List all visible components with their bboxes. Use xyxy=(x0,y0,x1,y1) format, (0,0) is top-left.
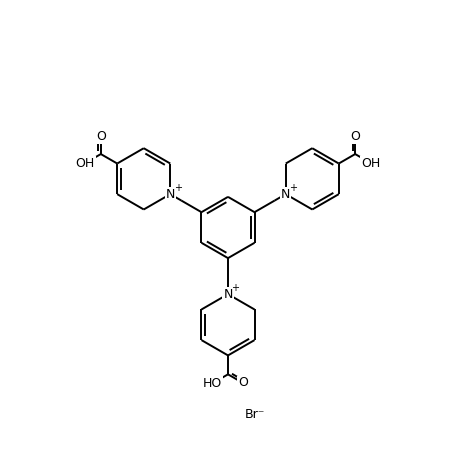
Text: HO: HO xyxy=(202,377,222,390)
Text: Br⁻: Br⁻ xyxy=(244,408,265,421)
Text: +: + xyxy=(288,184,297,193)
Text: OH: OH xyxy=(76,157,95,170)
Text: N: N xyxy=(165,188,175,201)
Text: N: N xyxy=(223,288,232,301)
Text: O: O xyxy=(96,131,106,143)
Text: +: + xyxy=(231,283,239,293)
Text: N: N xyxy=(280,188,290,201)
Text: O: O xyxy=(238,377,247,389)
Text: +: + xyxy=(173,184,181,193)
Text: O: O xyxy=(349,131,359,143)
Text: OH: OH xyxy=(360,157,379,170)
